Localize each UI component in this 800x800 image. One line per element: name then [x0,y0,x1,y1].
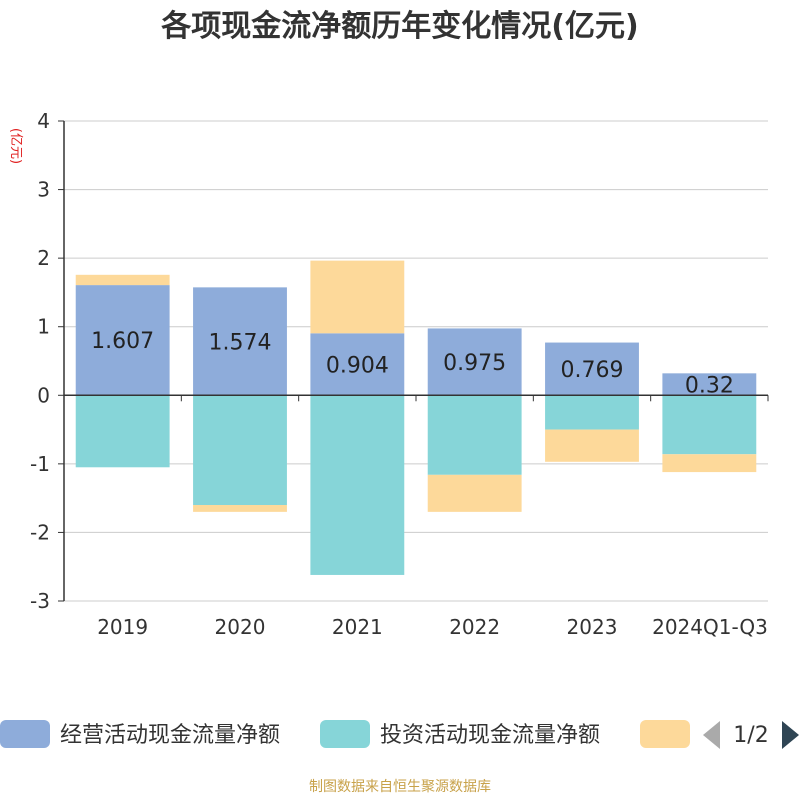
chart-title: 各项现金流净额历年变化情况(亿元) [160,9,638,44]
bar-series2-2019 [75,395,170,468]
y-tick-label: -3 [30,589,50,613]
data-label: 0.769 [561,358,624,383]
bar-series1-2022 [427,328,522,396]
data-label: 0.904 [326,353,389,378]
y-tick-label: 2 [37,246,50,270]
data-label: 1.574 [209,330,272,355]
bar-series3-2019 [75,274,170,286]
legend-swatch[interactable] [0,720,50,748]
legend-swatch[interactable] [320,720,370,748]
y-tick-label: -1 [30,452,50,476]
bar-series3-2023 [545,429,639,462]
legend-label[interactable]: 经营活动现金流量净额 [60,723,280,748]
legend-next-icon[interactable] [782,721,799,749]
chart: 各项现金流净额历年变化情况(亿元) (亿元) -3 -2 -1 0 1 2 3 4 1.607 1.5… [0,9,799,749]
bar-series1-2021 [310,333,405,396]
legend-page-indicator: 1/2 [733,723,768,748]
bar-series2-2023 [545,395,639,430]
x-tick-label: 2024Q1-Q3 [652,615,768,639]
x-tick-label: 2020 [215,615,266,639]
x-tick-label: 2021 [332,615,383,639]
bar-series1-2019 [75,285,170,396]
legend-label[interactable]: 投资活动现金流量净额 [380,723,600,748]
bar-series1-2020 [193,287,287,396]
bar-series1-2024Q1-Q3 [662,373,757,396]
x-tick-label: 2019 [97,615,148,639]
bar-series3-2021 [310,260,405,334]
data-label: 1.607 [91,329,154,354]
bar-series3-2022 [427,474,522,512]
bar-series1-2023 [545,342,639,396]
x-tick-label: 2022 [449,615,500,639]
bar-series3-2020 [193,505,287,512]
y-tick-label: -2 [30,520,50,544]
legend-prev-icon[interactable] [703,721,720,749]
x-tick-label: 2023 [567,615,618,639]
y-tick-label: 1 [37,315,50,339]
bar-series2-2020 [193,395,287,505]
data-label: 0.975 [443,351,506,376]
bar-series2-2021 [310,395,405,575]
y-tick-label: 4 [37,109,50,133]
y-tick-label: 0 [37,383,50,407]
bar-series3-2024Q1-Q3 [662,454,757,473]
y-axis-label: (亿元) [8,128,23,164]
source-note: 制图数据来自恒生聚源数据库 [309,779,491,795]
legend-swatch[interactable] [640,720,690,748]
y-tick-label: 3 [37,178,50,202]
bar-series2-2022 [427,395,522,475]
data-label: 0.32 [685,373,734,398]
bar-series2-2024Q1-Q3 [662,395,757,455]
